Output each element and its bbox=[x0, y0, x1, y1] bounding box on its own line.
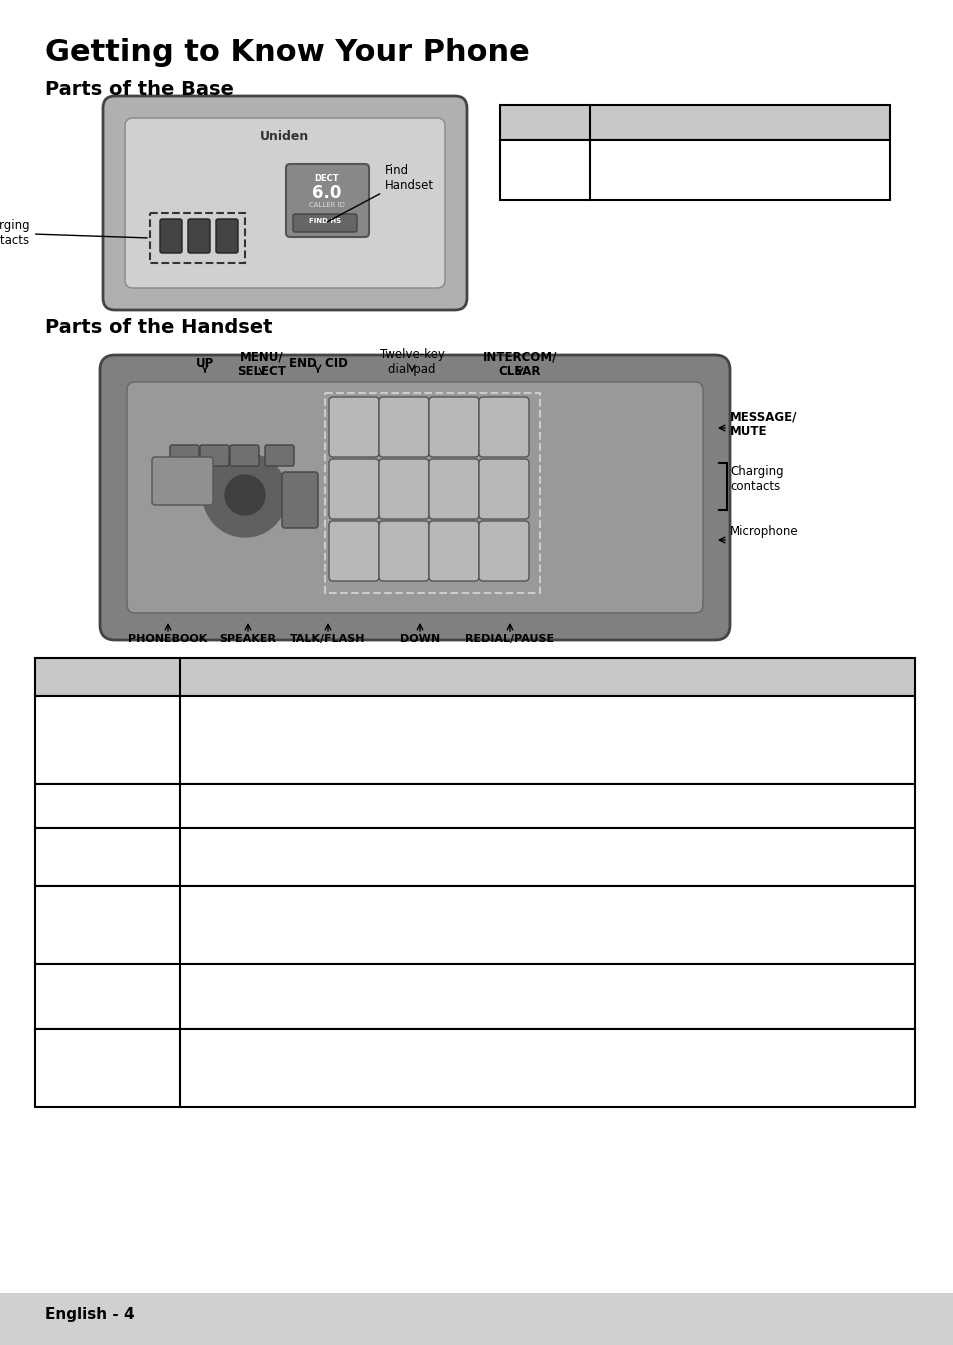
Text: • In standby: start a telephone call (get a dial tone).
• During a call: switch : • In standby: start a telephone call (ge… bbox=[190, 837, 572, 869]
Text: CALLER ID: CALLER ID bbox=[309, 202, 345, 208]
Text: Charging
Contacts: Charging Contacts bbox=[0, 219, 147, 247]
Text: Key: Key bbox=[507, 112, 542, 129]
FancyBboxPatch shape bbox=[230, 445, 258, 465]
FancyBboxPatch shape bbox=[286, 164, 369, 237]
Bar bbox=[499, 105, 889, 140]
Text: 6: 6 bbox=[399, 409, 408, 422]
FancyBboxPatch shape bbox=[152, 457, 213, 504]
Text: INTERCOM/
CLEAR: INTERCOM/ CLEAR bbox=[482, 350, 557, 378]
FancyBboxPatch shape bbox=[478, 397, 529, 457]
Text: DOWN (▼): DOWN (▼) bbox=[43, 894, 113, 907]
Text: 0: 0 bbox=[499, 471, 508, 484]
Bar bbox=[35, 784, 914, 829]
FancyBboxPatch shape bbox=[378, 459, 429, 519]
Bar bbox=[325, 393, 539, 593]
FancyBboxPatch shape bbox=[215, 219, 237, 253]
FancyBboxPatch shape bbox=[170, 445, 199, 465]
Bar bbox=[35, 886, 914, 964]
FancyBboxPatch shape bbox=[282, 472, 317, 529]
Bar bbox=[35, 829, 914, 886]
FancyBboxPatch shape bbox=[429, 397, 478, 457]
Text: 4: 4 bbox=[399, 533, 408, 546]
FancyBboxPatch shape bbox=[103, 95, 467, 309]
Text: 3: 3 bbox=[350, 409, 358, 422]
Text: FIND HS: FIND HS bbox=[309, 218, 341, 225]
Text: DECT: DECT bbox=[314, 174, 339, 183]
Text: In standby: page all
handsets.: In standby: page all handsets. bbox=[599, 148, 750, 180]
Bar bbox=[0, 1293, 953, 1345]
Text: FIND
HS: FIND HS bbox=[507, 148, 549, 180]
Text: 5: 5 bbox=[399, 471, 408, 484]
FancyBboxPatch shape bbox=[329, 521, 378, 581]
Text: MESSAGE/
MUTE: MESSAGE/ MUTE bbox=[729, 410, 797, 438]
Text: English - 4: English - 4 bbox=[45, 1307, 134, 1322]
Bar bbox=[150, 213, 245, 264]
Text: *: * bbox=[500, 533, 507, 546]
Text: UP (▲): UP (▲) bbox=[43, 1037, 88, 1050]
FancyBboxPatch shape bbox=[200, 445, 229, 465]
Text: 7: 7 bbox=[449, 533, 457, 546]
FancyBboxPatch shape bbox=[100, 355, 729, 640]
FancyBboxPatch shape bbox=[429, 459, 478, 519]
Text: DOWN: DOWN bbox=[399, 633, 439, 644]
Text: Charging
contacts: Charging contacts bbox=[729, 465, 782, 494]
FancyBboxPatch shape bbox=[265, 445, 294, 465]
FancyBboxPatch shape bbox=[378, 521, 429, 581]
Text: SPEAKER (◄)): SPEAKER (◄)) bbox=[43, 792, 138, 806]
Bar bbox=[35, 658, 914, 695]
Text: SPEAKER: SPEAKER bbox=[219, 633, 276, 644]
Text: 6.0: 6.0 bbox=[312, 184, 341, 202]
Text: 6.0: 6.0 bbox=[172, 477, 192, 487]
Text: TALK/FLASH: TALK/FLASH bbox=[43, 837, 128, 849]
Text: 2: 2 bbox=[349, 471, 358, 484]
Text: • In standby: increase the ringer volume.
• During a call: increase the volume.
: • In standby: increase the ringer volume… bbox=[190, 1037, 561, 1087]
Text: • In standby: open the redial list.
• When entering a phone number: insert a 2-s: • In standby: open the redial list. • Wh… bbox=[190, 972, 628, 1005]
Text: END  CID: END CID bbox=[288, 356, 347, 370]
Text: 8: 8 bbox=[449, 471, 457, 484]
Text: REDIAL/PAUSE: REDIAL/PAUSE bbox=[465, 633, 554, 644]
Text: TALK/FLASH: TALK/FLASH bbox=[290, 633, 365, 644]
FancyBboxPatch shape bbox=[378, 397, 429, 457]
Circle shape bbox=[225, 475, 265, 515]
FancyBboxPatch shape bbox=[329, 397, 378, 457]
Bar bbox=[35, 695, 914, 784]
FancyBboxPatch shape bbox=[329, 459, 378, 519]
Bar bbox=[499, 140, 889, 200]
Text: REDIAL/PAUSE
(↲): REDIAL/PAUSE (↲) bbox=[43, 972, 143, 999]
Circle shape bbox=[203, 453, 287, 537]
Text: 1: 1 bbox=[349, 533, 358, 546]
Text: Parts of the Handset: Parts of the Handset bbox=[45, 317, 273, 338]
Text: MENU/
SELECT: MENU/ SELECT bbox=[237, 350, 286, 378]
Bar bbox=[35, 1029, 914, 1107]
FancyBboxPatch shape bbox=[125, 118, 444, 288]
Text: • Switch a normal call to the speakerphone (and back).: • Switch a normal call to the speakerpho… bbox=[190, 792, 596, 807]
FancyBboxPatch shape bbox=[127, 382, 702, 613]
Text: 9: 9 bbox=[449, 409, 457, 422]
FancyBboxPatch shape bbox=[478, 459, 529, 519]
Text: Twelve-key
dial pad: Twelve-key dial pad bbox=[379, 348, 444, 377]
Text: What it does: What it does bbox=[599, 112, 719, 129]
Bar bbox=[35, 964, 914, 1029]
Text: #: # bbox=[498, 409, 509, 422]
Text: Uniden: Uniden bbox=[260, 130, 310, 143]
Text: • In standby or during a call: open the phonebook.
• In the menu: go back to the: • In standby or during a call: open the … bbox=[190, 703, 561, 753]
Text: • In standby: decrease the ringer volume.
• During a call: decrease the volume.
: • In standby: decrease the ringer volume… bbox=[190, 894, 582, 944]
Text: PHONEBOOK: PHONEBOOK bbox=[129, 633, 208, 644]
Text: PHONEBOOK
ⓒ: PHONEBOOK ⓒ bbox=[43, 703, 132, 732]
Text: Find
Handset: Find Handset bbox=[327, 164, 434, 222]
FancyBboxPatch shape bbox=[293, 214, 356, 231]
FancyBboxPatch shape bbox=[429, 521, 478, 581]
Text: Key (icon): Key (icon) bbox=[43, 664, 137, 683]
FancyBboxPatch shape bbox=[188, 219, 210, 253]
Text: What it does: What it does bbox=[192, 664, 311, 683]
Text: Microphone: Microphone bbox=[729, 525, 798, 538]
Text: DECT: DECT bbox=[172, 467, 193, 473]
Text: UP: UP bbox=[195, 356, 213, 370]
Text: Parts of the Base: Parts of the Base bbox=[45, 79, 233, 100]
FancyBboxPatch shape bbox=[478, 521, 529, 581]
FancyBboxPatch shape bbox=[160, 219, 182, 253]
Text: Getting to Know Your Phone: Getting to Know Your Phone bbox=[45, 38, 529, 67]
